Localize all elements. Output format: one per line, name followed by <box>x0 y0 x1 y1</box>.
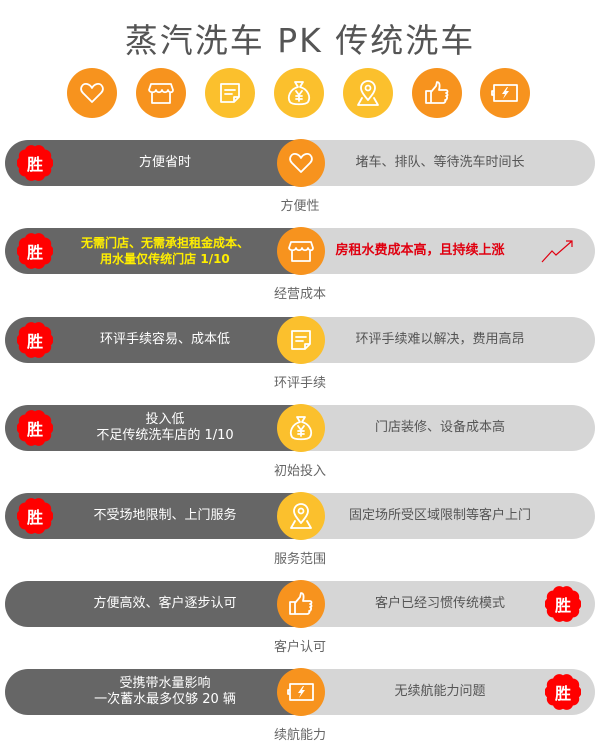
win-label: 胜 <box>26 420 43 439</box>
traditional-wash-side <box>301 140 595 186</box>
location-pin-icon <box>277 492 325 540</box>
category-caption: 方便性 <box>280 199 320 214</box>
traditional-wash-text: 房租水费成本高，且持续上涨 <box>335 243 505 258</box>
comparison-row: 无需门店、无需承担租金成本、 用水量仅传统门店 1/10 房租水费成本高，且持续… <box>5 227 595 275</box>
steam-wash-text: 受携带水量影响 一次蓄水最多仅够 20 辆 <box>94 676 236 707</box>
steam-wash-side <box>5 140 301 186</box>
win-label: 胜 <box>26 508 43 527</box>
top-thumbs-up-icon <box>412 68 462 118</box>
top-shop-icon <box>136 68 186 118</box>
top-heart-icon <box>67 68 117 118</box>
steam-wash-text: 方便省时 <box>138 155 191 170</box>
top-note-icon <box>205 68 255 118</box>
category-caption: 服务范围 <box>273 552 326 567</box>
shop-icon <box>277 227 325 275</box>
comparison-row: 受携带水量影响 一次蓄水最多仅够 20 辆 无续航能力问题 胜 <box>5 668 595 716</box>
steam-wash-side <box>5 493 301 539</box>
steam-wash-text: 无需门店、无需承担租金成本、 用水量仅传统门店 1/10 <box>80 236 249 266</box>
traditional-wash-side <box>301 493 595 539</box>
win-label: 胜 <box>554 684 571 703</box>
traditional-wash-text: 无续航能力问题 <box>394 684 486 699</box>
comparison-row: 不受场地限制、上门服务 固定场所受区域限制等客户上门 胜 <box>5 492 595 540</box>
top-battery-icon <box>480 68 530 118</box>
category-caption: 初始投入 <box>273 464 326 479</box>
steam-wash-text: 方便高效、客户逐步认可 <box>93 596 237 611</box>
steam-wash-side <box>5 405 301 451</box>
category-caption: 经营成本 <box>273 287 326 302</box>
comparison-row: 方便省时 堵车、排队、等待洗车时间长 胜 <box>5 139 595 187</box>
comparison-row: 方便高效、客户逐步认可 客户已经习惯传统模式 胜 <box>5 580 595 628</box>
page-title: 蒸汽洗车 PK 传统洗车 <box>124 21 476 60</box>
thumbs-up-icon <box>277 580 325 628</box>
battery-icon <box>277 668 325 716</box>
traditional-wash-side <box>301 405 595 451</box>
traditional-wash-text: 客户已经习惯传统模式 <box>374 596 505 611</box>
steam-wash-side <box>5 228 301 274</box>
trend-up-arrow-icon <box>541 240 573 263</box>
traditional-wash-text: 堵车、排队、等待洗车时间长 <box>355 155 525 170</box>
comparison-row: 环评手续容易、成本低 环评手续难以解决，费用高昂 胜 <box>5 316 595 364</box>
steam-wash-text: 不受场地限制、上门服务 <box>93 508 237 523</box>
traditional-wash-side <box>301 317 595 363</box>
win-badge: 胜 <box>545 586 581 622</box>
win-label: 胜 <box>26 243 43 262</box>
note-icon <box>277 316 325 364</box>
win-label: 胜 <box>554 596 571 615</box>
win-badge: 胜 <box>17 145 53 181</box>
category-caption: 环评手续 <box>273 376 326 391</box>
traditional-wash-side <box>301 228 595 274</box>
win-badge: 胜 <box>17 322 53 358</box>
category-caption: 客户认可 <box>273 640 326 655</box>
steam-wash-side <box>5 317 301 363</box>
win-badge: 胜 <box>545 674 581 710</box>
steam-wash-text: 投入低 不足传统洗车店的 1/10 <box>96 412 234 443</box>
top-money-bag-icon <box>274 68 324 118</box>
win-label: 胜 <box>26 332 43 351</box>
win-badge: 胜 <box>17 233 53 269</box>
top-location-pin-icon <box>343 68 393 118</box>
win-label: 胜 <box>26 155 43 174</box>
comparison-row: 投入低 不足传统洗车店的 1/10 门店装修、设备成本高 胜 <box>5 404 595 452</box>
traditional-wash-text: 固定场所受区域限制等客户上门 <box>348 508 531 523</box>
steam-wash-text: 环评手续容易、成本低 <box>99 332 230 347</box>
heart-icon <box>277 139 325 187</box>
steam-wash-side <box>5 581 301 627</box>
win-badge: 胜 <box>17 410 53 446</box>
money-bag-icon <box>277 404 325 452</box>
steam-wash-side <box>5 669 301 715</box>
win-badge: 胜 <box>17 498 53 534</box>
category-caption: 续航能力 <box>273 728 326 743</box>
traditional-wash-text: 环评手续难以解决，费用高昂 <box>355 332 525 347</box>
traditional-wash-text: 门店装修、设备成本高 <box>374 420 505 435</box>
